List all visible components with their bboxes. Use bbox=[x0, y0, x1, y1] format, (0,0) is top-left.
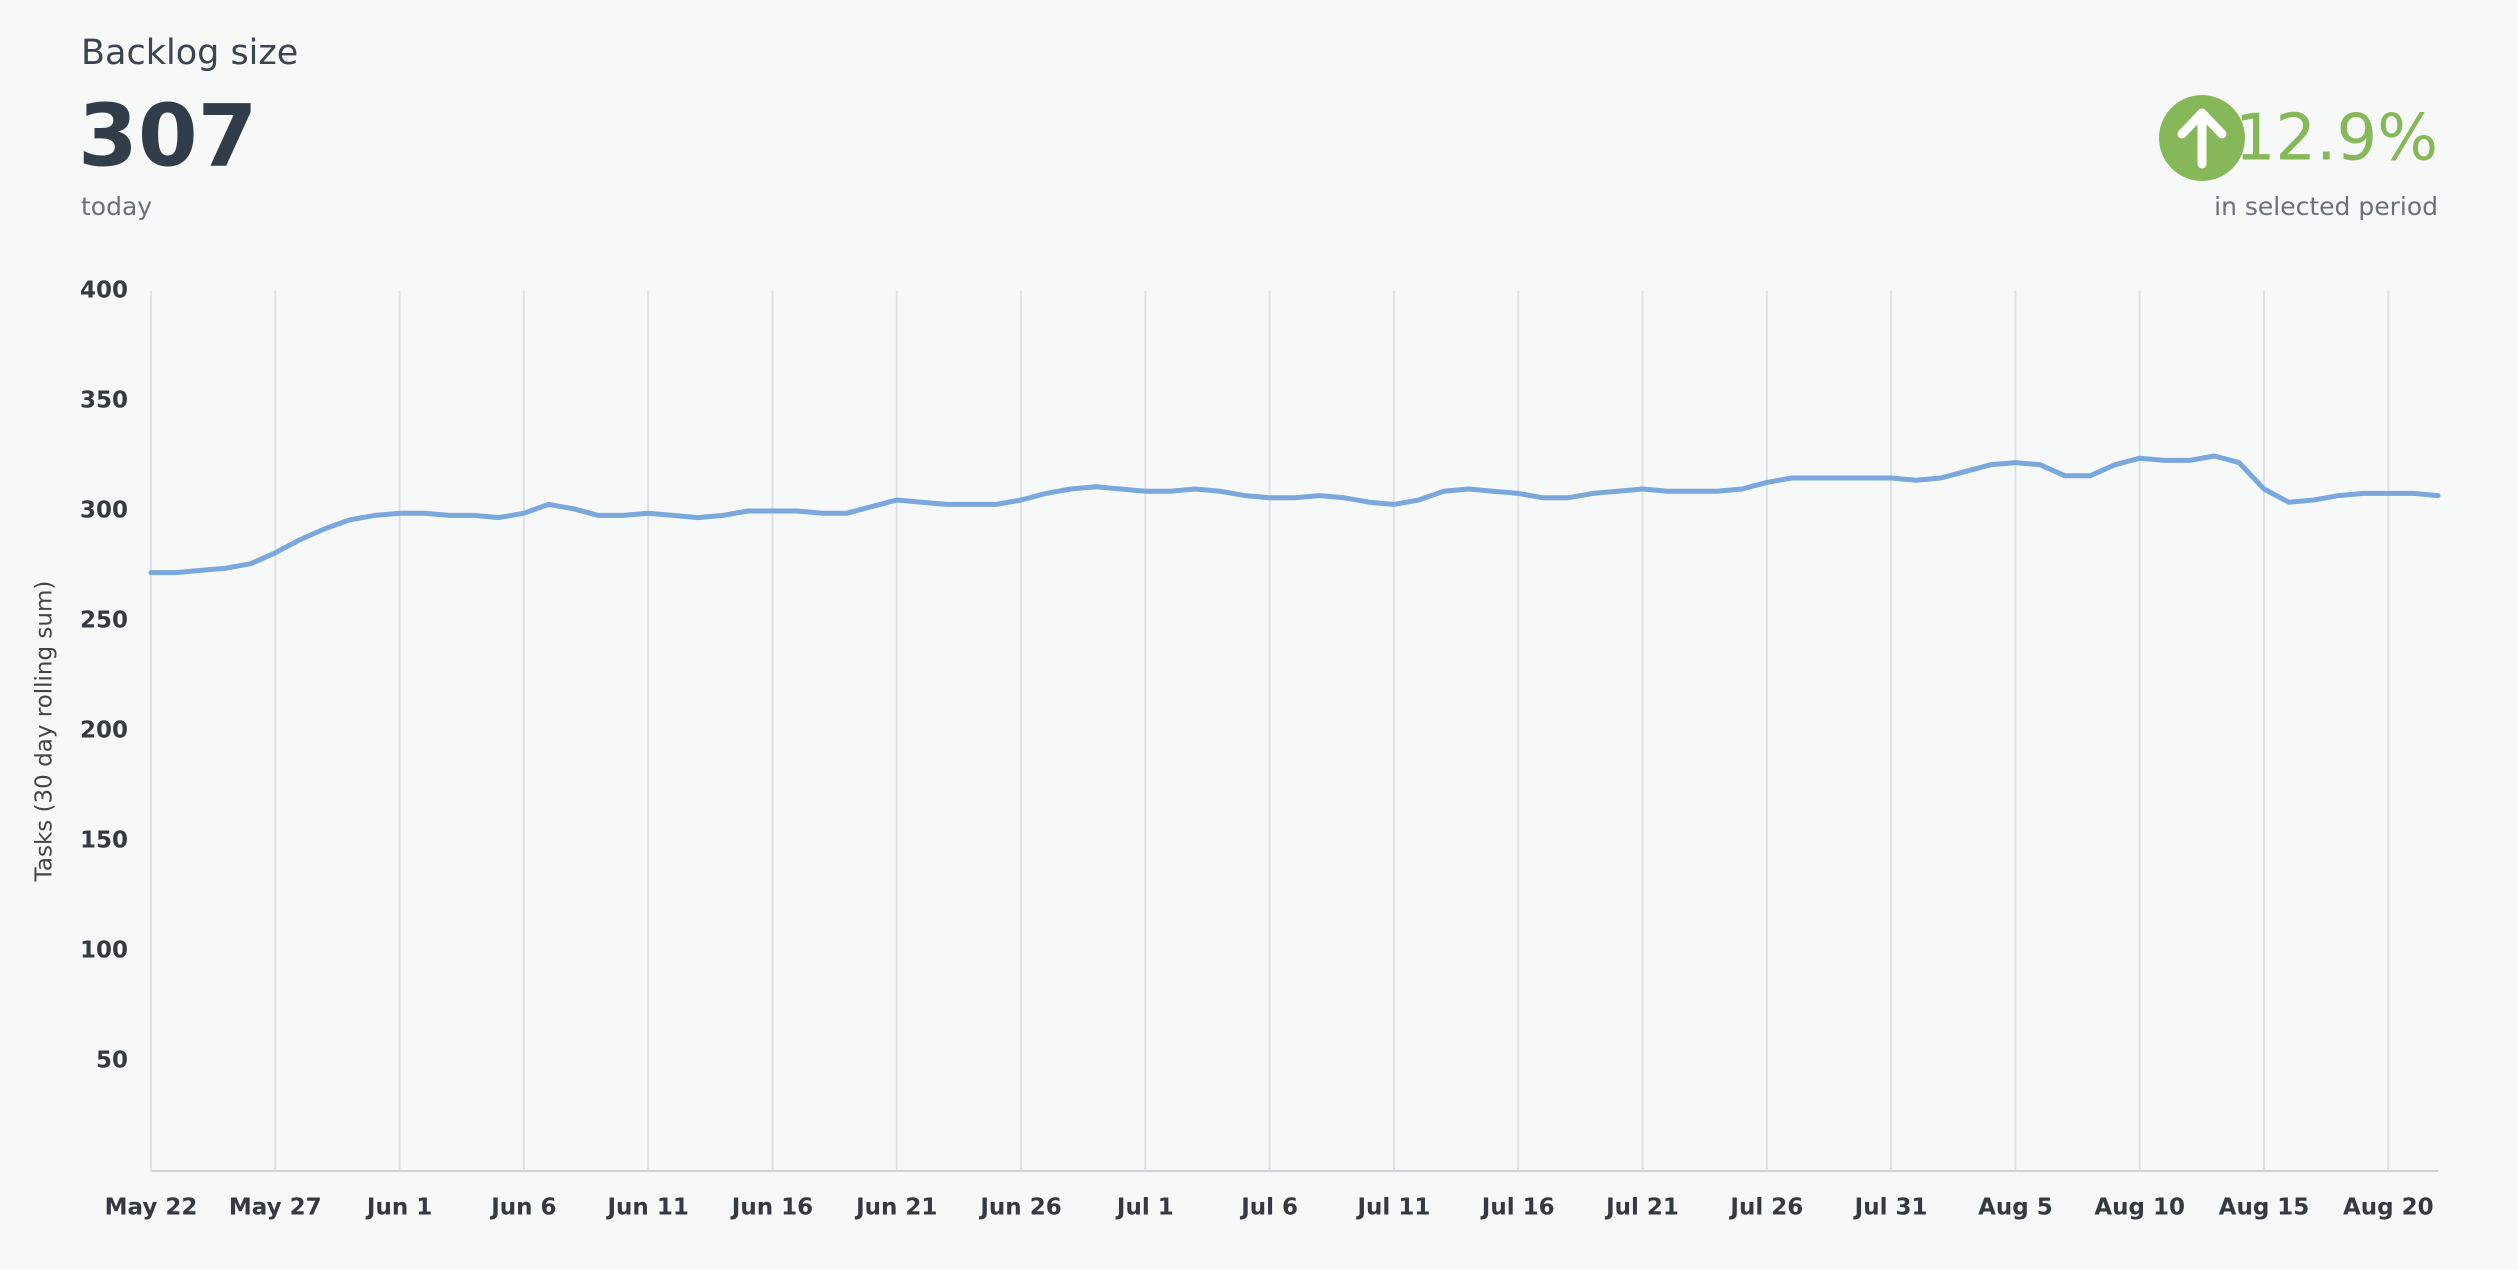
x-tick-label: Jun 1 bbox=[365, 1195, 432, 1221]
series-line bbox=[148, 453, 2441, 576]
x-tick-label: Jun 6 bbox=[489, 1195, 556, 1221]
y-tick-label: 100 bbox=[80, 938, 128, 964]
y-axis-label: Tasks (30 day rolling sum) bbox=[32, 581, 58, 883]
x-tick-label: Jun 16 bbox=[730, 1195, 813, 1221]
y-tick-label: 250 bbox=[80, 608, 128, 634]
x-tick-label: Jul 26 bbox=[1728, 1195, 1803, 1221]
y-tick-label: 50 bbox=[96, 1048, 128, 1074]
x-tick-label: Aug 10 bbox=[2094, 1195, 2185, 1221]
y-tick-label: 350 bbox=[80, 388, 128, 414]
value-caption: today bbox=[81, 192, 152, 221]
up-arrow-icon bbox=[2159, 95, 2245, 181]
x-tick-label: Jul 6 bbox=[1239, 1195, 1298, 1221]
change-caption: in selected period bbox=[2214, 192, 2438, 221]
title: Backlog size bbox=[81, 33, 298, 73]
y-tick-label: 150 bbox=[80, 828, 128, 854]
x-tick-label: May 22 bbox=[105, 1195, 198, 1221]
x-tick-label: Jul 1 bbox=[1115, 1195, 1174, 1221]
x-tick-label: Jun 21 bbox=[854, 1195, 937, 1221]
x-tick-label: Aug 20 bbox=[2343, 1195, 2434, 1221]
y-tick-label: 300 bbox=[80, 498, 128, 524]
change-value: 12.9% bbox=[2235, 102, 2438, 176]
y-tick-label: 200 bbox=[80, 718, 128, 744]
x-tick-label: Aug 15 bbox=[2219, 1195, 2310, 1221]
x-tick-label: Jul 16 bbox=[1480, 1195, 1555, 1221]
x-tick-label: Jul 11 bbox=[1356, 1195, 1431, 1221]
current-value: 307 bbox=[78, 86, 258, 186]
x-tick-label: Jul 21 bbox=[1604, 1195, 1679, 1221]
y-tick-label: 400 bbox=[80, 278, 128, 304]
x-tick-label: May 27 bbox=[229, 1195, 322, 1221]
x-tick-label: Aug 5 bbox=[1978, 1195, 2053, 1221]
x-tick-label: Jul 31 bbox=[1853, 1195, 1928, 1221]
x-tick-label: Jun 26 bbox=[978, 1195, 1061, 1221]
x-tick-label: Jun 11 bbox=[606, 1195, 689, 1221]
